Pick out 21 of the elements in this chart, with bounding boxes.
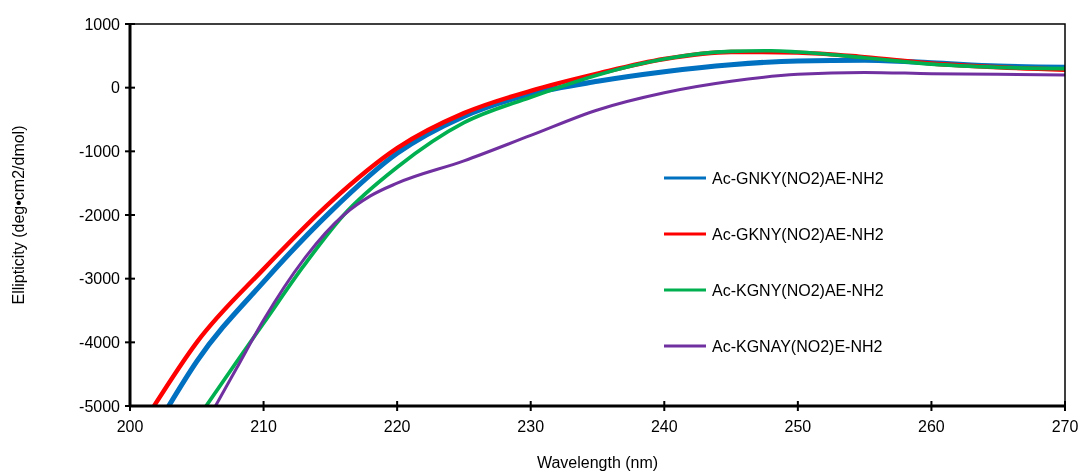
x-axis-title: Wavelength (nm) — [536, 454, 659, 471]
y-tick-label: -2000 — [79, 206, 121, 224]
x-tick-label: 210 — [250, 418, 278, 435]
y-tick-label: 1000 — [84, 15, 121, 33]
y-tick-label: -5000 — [79, 397, 121, 415]
x-tick-label: 270 — [1051, 418, 1079, 435]
x-tick-label: 220 — [383, 418, 411, 435]
x-tick-label: 230 — [517, 418, 545, 435]
x-tick-label: 260 — [918, 418, 945, 435]
y-tick-label: -3000 — [79, 270, 121, 288]
x-tick-label: 250 — [784, 418, 812, 435]
legend-label: Ac-GKNY(NO2)AE-NH2 — [712, 225, 884, 243]
legend-label: Ac-GNKY(NO2)AE-NH2 — [712, 169, 884, 187]
x-tick-label: 200 — [116, 418, 144, 435]
y-tick-label: -4000 — [79, 333, 121, 351]
y-axis-title: Ellipticity (deg•cm2/dmol) — [10, 125, 27, 305]
legend-label: Ac-KGNAY(NO2)E-NH2 — [712, 337, 883, 355]
y-tick-label: -1000 — [79, 142, 121, 160]
x-tick-label: 240 — [650, 418, 678, 435]
y-tick-label: 0 — [111, 79, 121, 97]
legend-label: Ac-KGNY(NO2)AE-NH2 — [712, 281, 884, 299]
